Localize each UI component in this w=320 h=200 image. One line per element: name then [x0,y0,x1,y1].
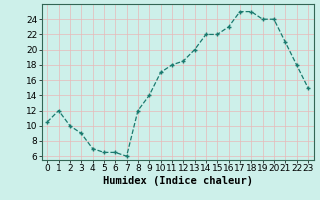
X-axis label: Humidex (Indice chaleur): Humidex (Indice chaleur) [103,176,252,186]
